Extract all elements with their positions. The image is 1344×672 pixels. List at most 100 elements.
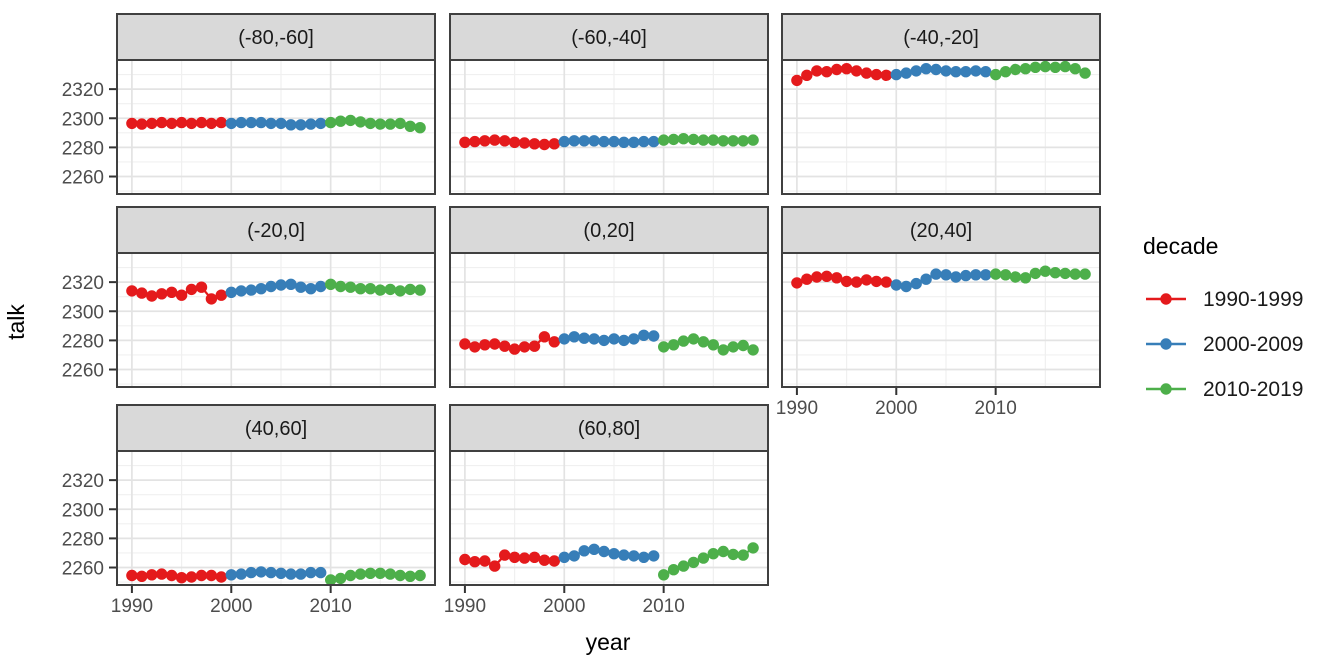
data-point — [801, 69, 813, 82]
x-tick-label: 1990 — [776, 398, 818, 419]
data-point — [568, 331, 580, 343]
data-point — [136, 287, 148, 299]
data-point — [747, 542, 759, 554]
data-point — [225, 117, 237, 130]
data-point — [1009, 271, 1022, 283]
data-point — [667, 133, 680, 146]
data-point — [508, 551, 521, 563]
facet-strip-label: (-80,-60] — [238, 27, 314, 49]
data-point — [608, 135, 620, 148]
data-point — [334, 115, 347, 127]
data-point — [850, 276, 863, 288]
data-point — [245, 284, 257, 296]
data-point — [840, 275, 853, 288]
data-point — [479, 135, 491, 147]
x-tick-label: 2010 — [310, 596, 352, 617]
panel-background — [450, 60, 768, 194]
data-point — [900, 67, 912, 79]
data-point — [414, 122, 426, 134]
data-point — [950, 66, 962, 78]
legend-entry-label: 2010-2019 — [1203, 378, 1303, 401]
data-point — [126, 285, 138, 297]
facet-strip-label: (60,80] — [578, 418, 640, 440]
data-point — [910, 65, 922, 77]
y-tick-label: 2280 — [62, 138, 104, 159]
data-point — [628, 136, 640, 148]
data-point — [667, 564, 680, 576]
data-point — [578, 332, 590, 344]
data-point — [558, 135, 570, 148]
data-point — [618, 136, 630, 148]
data-point — [499, 135, 511, 147]
data-point — [528, 551, 541, 563]
data-point — [538, 138, 551, 151]
data-point — [285, 278, 297, 290]
x-tick-label: 2010 — [643, 596, 685, 617]
data-point — [588, 135, 600, 147]
legend-key-point — [1160, 293, 1172, 305]
data-point — [499, 549, 511, 561]
data-point — [146, 290, 158, 302]
data-point — [489, 134, 501, 146]
data-point — [970, 65, 982, 77]
data-point — [364, 283, 377, 295]
data-point — [344, 281, 357, 293]
data-point — [890, 68, 902, 81]
data-point — [930, 63, 942, 76]
data-point — [459, 553, 471, 566]
data-point — [275, 117, 287, 130]
data-point — [166, 569, 178, 582]
data-point — [195, 281, 208, 293]
data-point — [175, 572, 188, 584]
data-point — [136, 118, 148, 130]
data-point — [499, 340, 511, 352]
legend-entry: 2010-2019 — [1146, 378, 1303, 401]
data-point — [831, 272, 843, 284]
y-tick-label: 2320 — [62, 80, 104, 101]
data-point — [831, 63, 843, 76]
facet-strip — [449, 13, 769, 61]
y-tick-label: 2320 — [62, 471, 104, 492]
legend-key-point — [1160, 383, 1172, 395]
data-point — [940, 269, 952, 281]
data-point — [667, 339, 680, 351]
panel-background — [117, 253, 435, 387]
data-point — [255, 116, 267, 129]
data-point — [1019, 62, 1032, 75]
data-point — [717, 545, 729, 558]
facet-strip-label: (0,20] — [583, 220, 634, 242]
data-point — [628, 550, 640, 562]
data-point — [469, 556, 481, 568]
data-point — [677, 335, 690, 347]
data-point — [255, 283, 267, 295]
data-point — [126, 569, 138, 582]
data-point — [156, 568, 168, 580]
data-point — [940, 65, 952, 77]
data-point — [1069, 268, 1081, 280]
data-point — [568, 135, 580, 147]
data-point — [727, 341, 739, 353]
data-point — [677, 133, 690, 145]
data-point — [920, 273, 932, 285]
data-point — [245, 116, 257, 129]
data-point — [205, 293, 218, 305]
data-point — [489, 560, 501, 572]
data-point — [598, 135, 610, 148]
data-point — [747, 344, 759, 356]
data-point — [648, 135, 660, 148]
data-point — [578, 545, 590, 557]
data-point — [538, 331, 551, 343]
data-point — [548, 138, 560, 150]
data-point — [727, 135, 739, 147]
data-point — [325, 574, 337, 586]
data-point — [920, 62, 932, 75]
data-point — [325, 278, 337, 290]
x-tick-label: 2010 — [975, 398, 1017, 419]
data-point — [618, 549, 630, 561]
data-point — [558, 333, 570, 345]
facet-strip — [449, 404, 769, 452]
data-point — [404, 283, 416, 296]
data-point — [737, 339, 749, 352]
legend-entry-label: 1990-1999 — [1203, 288, 1303, 311]
data-point — [508, 343, 521, 355]
